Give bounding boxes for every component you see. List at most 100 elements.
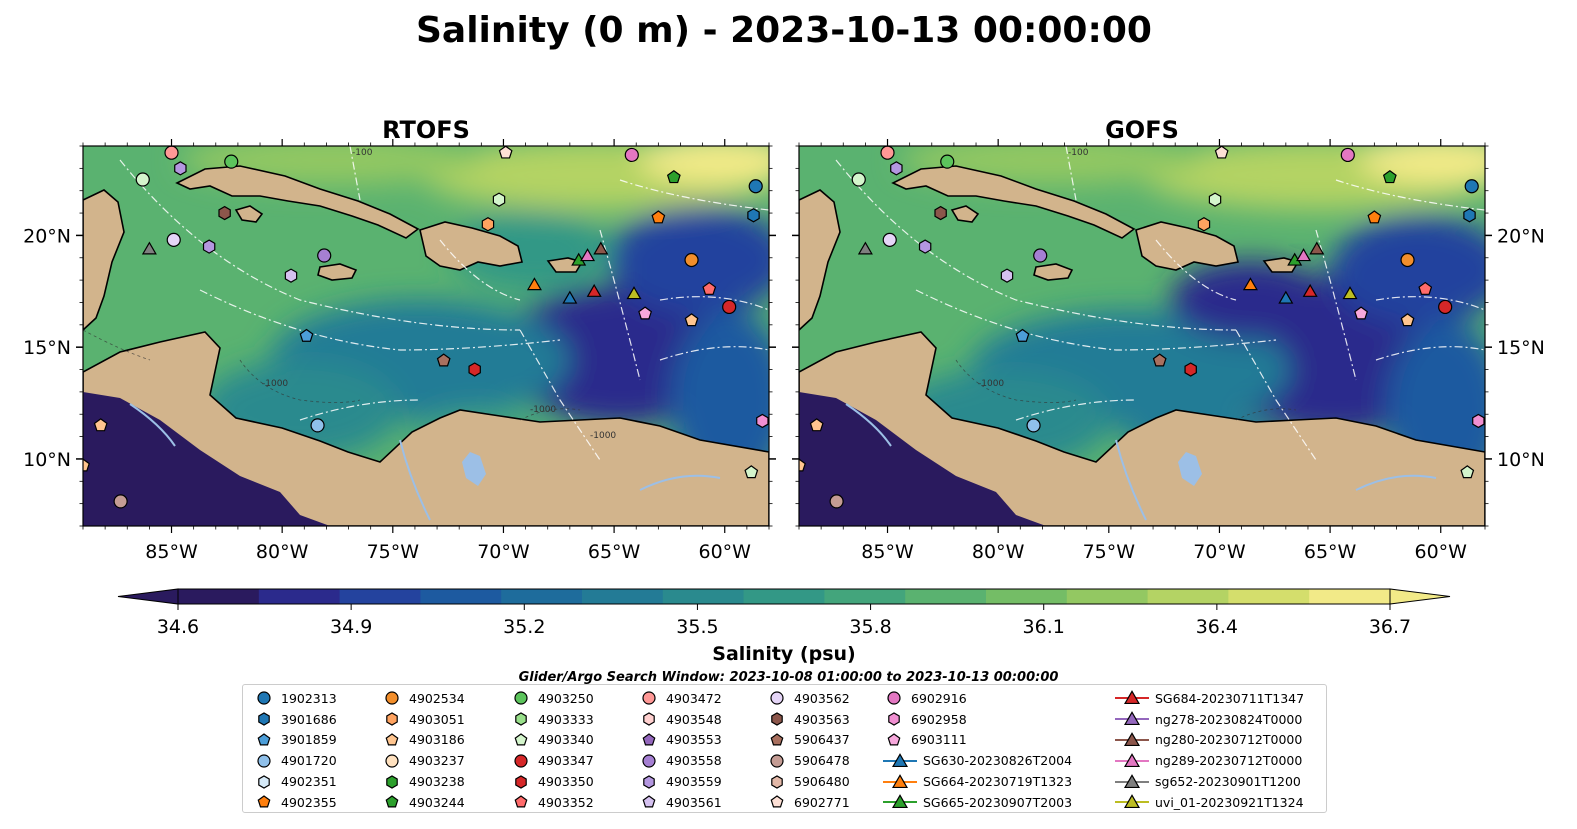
- observation-marker: [202, 239, 216, 254]
- observation-marker: [1472, 413, 1485, 429]
- legend-marker: [385, 795, 399, 808]
- legend-marker-icon: [1115, 773, 1149, 788]
- contour-label: -100: [1068, 148, 1089, 158]
- legend-label: 4903558: [666, 753, 722, 769]
- legend-marker-icon: [258, 774, 270, 789]
- contour-label: -1000: [590, 431, 616, 441]
- legend-entry: 4901720: [253, 750, 337, 771]
- colorbar-cell: [178, 589, 260, 604]
- legend-marker-icon: [642, 691, 656, 705]
- legend-entry: 4903561: [638, 792, 722, 813]
- legend-marker: [1123, 690, 1141, 705]
- legend-entry: 4903186: [381, 730, 465, 751]
- legend-marker: [257, 733, 271, 746]
- legend-marker: [887, 733, 901, 746]
- colorbar-tick-label: 35.5: [676, 616, 718, 638]
- legend-marker-icon: [642, 733, 656, 746]
- y-tick-label: 15°N: [23, 337, 71, 359]
- legend-label: SG684-20230711T1347: [1155, 690, 1305, 706]
- legend-marker-icon: [385, 733, 399, 746]
- legend-entry: 4903237: [381, 750, 465, 771]
- colorbar-cell: [824, 589, 906, 604]
- legend-label: 3901686: [281, 711, 337, 727]
- legend-marker-icon: [887, 691, 901, 705]
- observation-marker: [1214, 146, 1229, 159]
- legend-marker-icon: [257, 754, 271, 768]
- legend-marker: [514, 795, 528, 808]
- contour-label: -1000: [262, 379, 288, 389]
- map-panel-gofs: GOFS: [792, 116, 1545, 563]
- legend: 1902313 3901686 3901859 4901720 4902351 49023…: [242, 684, 1327, 813]
- legend-marker: [891, 794, 909, 809]
- observation-marker: [880, 146, 895, 160]
- legend-marker-icon: [770, 691, 784, 705]
- legend-label: 4903237: [409, 753, 465, 769]
- colorbar-cell: [582, 589, 664, 604]
- legend-label: ng278-20230824T0000: [1155, 711, 1303, 727]
- legend-label: 4903350: [538, 774, 594, 790]
- legend-marker: [385, 754, 399, 768]
- legend-marker-icon: [257, 733, 271, 746]
- legend-entry: ng289-20230712T0000: [1115, 750, 1304, 771]
- legend-marker: [770, 754, 784, 768]
- x-tick-label: 60°W: [699, 541, 752, 563]
- observation-marker: [756, 413, 769, 429]
- legend-label: 4903238: [409, 774, 465, 790]
- y-tick-label: 20°N: [23, 225, 71, 247]
- legend-marker: [258, 712, 270, 726]
- observation-marker: [1400, 313, 1415, 327]
- colorbar-cell: [743, 589, 825, 604]
- observation-marker: [562, 290, 578, 304]
- observation-marker: [829, 494, 844, 509]
- axis-ticks: 85°W 80°W 75°W 70°W 65°W 60°W 10°N 15°N 20°N: [792, 139, 1545, 563]
- observation-marker: [1033, 248, 1048, 263]
- colorbar-tick-label: 36.7: [1369, 616, 1411, 638]
- deep-ocean-pacific: [83, 392, 330, 526]
- colorbar-cell: [986, 589, 1068, 604]
- legend-label: 5906480: [794, 774, 850, 790]
- x-tick-label: 75°W: [1083, 541, 1136, 563]
- observation-marker: [1342, 286, 1358, 300]
- colorbar-cell: [258, 589, 341, 604]
- contour-label: -1000: [530, 405, 556, 415]
- legend-entry: 4903051: [381, 709, 465, 730]
- observation-marker: [1418, 281, 1433, 295]
- observation-marker: [940, 154, 955, 169]
- observation-marker: [141, 241, 157, 255]
- colorbar-tick-label: 35.2: [503, 616, 545, 638]
- legend-label: ng289-20230712T0000: [1155, 753, 1303, 769]
- legend-marker: [642, 733, 656, 746]
- legend-marker-icon: [258, 712, 270, 726]
- legend-marker: [643, 712, 655, 726]
- legend-marker: [642, 691, 656, 705]
- legend-label: 4903562: [794, 690, 850, 706]
- legend-label: 5906478: [794, 753, 850, 769]
- colorbar-tick-label: 34.6: [157, 616, 199, 638]
- legend-entry: 5906437: [766, 730, 850, 751]
- legend-marker: [385, 733, 399, 746]
- map-frame: [798, 145, 1486, 527]
- observation-marker: [809, 418, 824, 432]
- legend-marker-icon: [385, 754, 399, 768]
- observation-marker: [218, 205, 231, 221]
- legend-label: 6902958: [911, 711, 967, 727]
- land-masses: [799, 165, 1485, 526]
- observation-marker: [1463, 208, 1476, 223]
- legend-marker: [1123, 752, 1141, 767]
- legend-entry: 4902351: [253, 771, 337, 792]
- observation-marker: [1400, 252, 1415, 268]
- legend-label: SG630-20230826T2004: [923, 753, 1073, 769]
- legend-label: 4903333: [538, 711, 594, 727]
- legend-label: sg652-20230901T1200: [1155, 774, 1301, 790]
- legend-entry: 6903111: [883, 730, 1072, 751]
- legend-label: 4903347: [538, 753, 594, 769]
- legend-marker-icon: [643, 712, 655, 726]
- legend-label: 4903186: [409, 732, 465, 748]
- legend-marker-icon: [642, 795, 656, 808]
- legend-entry: sg652-20230901T1200: [1115, 771, 1304, 792]
- x-tick-label: 80°W: [972, 541, 1025, 563]
- legend-label: 6903111: [911, 732, 967, 748]
- observation-marker: [1208, 192, 1222, 207]
- axis-ticks: 85°W 80°W 75°W 70°W 65°W 60°W 10°N 15°N 20°N: [23, 139, 776, 563]
- legend-marker-icon: [771, 774, 783, 789]
